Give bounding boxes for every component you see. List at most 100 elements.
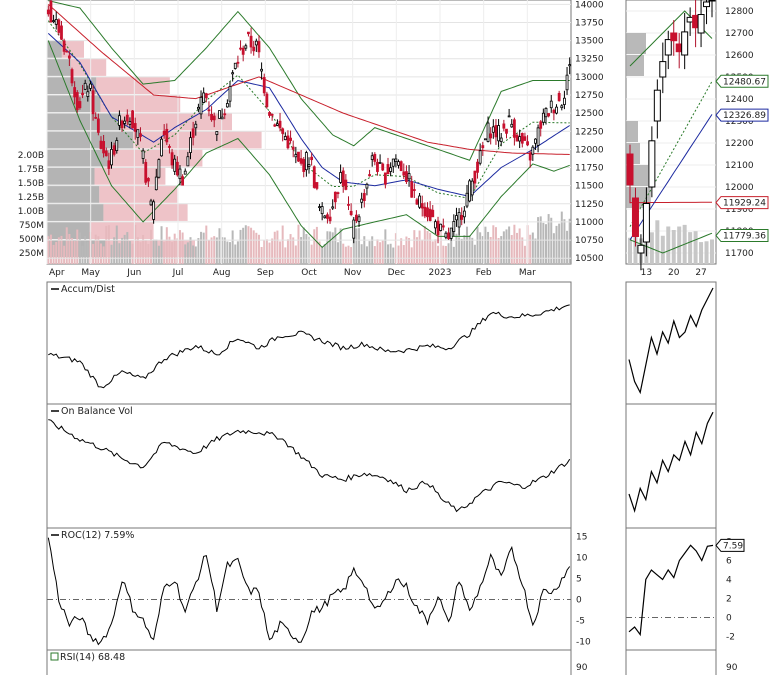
volume-bar xyxy=(105,225,108,264)
candle-body xyxy=(526,141,529,146)
candle-body xyxy=(186,156,190,167)
candle-body xyxy=(247,31,250,35)
candle-body xyxy=(433,221,437,229)
volume-bar xyxy=(78,232,81,264)
candle-body xyxy=(139,133,142,137)
candle-body xyxy=(365,183,369,189)
volume-bar xyxy=(49,234,52,264)
zoom-volume-by-price-bar xyxy=(626,121,638,142)
volume-bar xyxy=(71,238,74,264)
volume-bar xyxy=(94,234,97,264)
price-y-tick-label: 10500 xyxy=(575,254,604,264)
candle-body xyxy=(505,128,508,134)
candle-body xyxy=(555,106,558,114)
volume-bar xyxy=(373,246,376,264)
candle-body xyxy=(460,215,464,220)
volume-bar xyxy=(342,243,345,264)
candle-body xyxy=(62,40,66,52)
volume-bar xyxy=(68,233,71,264)
zoom-y-tick-label: 11700 xyxy=(725,249,754,259)
candle-body xyxy=(65,50,69,53)
zoom-candle-body xyxy=(708,0,716,2)
candle-body xyxy=(162,130,166,136)
zoom-date-tick-label: 27 xyxy=(695,268,706,278)
candle-body xyxy=(194,123,198,129)
candle-body xyxy=(470,180,474,196)
candle-body xyxy=(75,92,79,111)
candle-body xyxy=(323,215,327,219)
accum-dist-legend-label: Accum/Dist xyxy=(61,284,115,295)
candle-body xyxy=(265,93,269,108)
zoom-candle-body xyxy=(659,61,667,78)
volume-bar xyxy=(350,247,353,264)
volume-bar xyxy=(289,234,292,264)
candle-body xyxy=(257,41,261,53)
roc-panel-frame xyxy=(46,527,572,651)
volume-bar xyxy=(344,246,347,264)
candle-body xyxy=(144,161,148,183)
candle-body xyxy=(481,145,485,149)
candle-body xyxy=(547,113,551,117)
zoom-value-tag xyxy=(715,196,769,210)
volume-bar xyxy=(121,237,124,264)
accum-dist-zoom-line xyxy=(628,287,714,395)
zoom-candle-body xyxy=(631,197,639,237)
candle-body xyxy=(278,120,282,129)
candle-body xyxy=(133,123,137,132)
candle-body xyxy=(228,86,232,102)
zoom-value-tag-label: 12326.89 xyxy=(723,111,766,121)
candle-body xyxy=(360,198,364,203)
candle-body xyxy=(294,154,298,158)
candle-body xyxy=(178,168,182,180)
candle-body xyxy=(239,47,242,50)
month-tick-label: Dec xyxy=(388,268,405,278)
roc-y-tick-label: 0 xyxy=(576,596,582,606)
volume-bar xyxy=(52,244,55,264)
volume-bar xyxy=(329,231,332,264)
candle-body xyxy=(486,122,490,142)
volume-bar xyxy=(239,229,242,264)
candle-body xyxy=(436,220,440,236)
candle-body xyxy=(489,133,493,139)
candle-body xyxy=(444,232,448,238)
volume-bar xyxy=(431,241,434,264)
roc-zoom-value-tag xyxy=(715,538,745,552)
candle-body xyxy=(270,113,274,116)
volume-bar xyxy=(260,246,263,264)
volume-bar xyxy=(315,226,318,264)
candle-body xyxy=(563,97,566,105)
candle-body xyxy=(307,164,311,167)
zoom-value-tag-label: 11779.36 xyxy=(723,232,766,242)
volume-bar xyxy=(452,246,455,264)
volume-bar xyxy=(97,236,100,264)
volume-bar xyxy=(415,237,418,264)
volume-bar xyxy=(163,242,166,264)
candle-body xyxy=(160,138,163,157)
accum-dist-zoom-panel-frame xyxy=(625,281,717,405)
candle-body xyxy=(418,195,421,208)
volume-bar xyxy=(271,238,274,264)
candle-body xyxy=(78,101,82,109)
candle-body xyxy=(391,158,395,167)
rsi-panel-frame xyxy=(46,649,572,675)
volume-bar xyxy=(84,236,87,264)
volume-bar xyxy=(207,240,210,264)
volume-bar xyxy=(110,244,113,264)
candle-body xyxy=(146,178,150,182)
volume-bar xyxy=(360,244,363,264)
candle-body xyxy=(197,106,200,110)
month-tick-label: Feb xyxy=(476,268,492,278)
candle-body xyxy=(252,46,256,52)
volume-bar xyxy=(487,231,490,264)
volume-bar xyxy=(302,227,305,264)
zoom-candle-body xyxy=(664,39,672,56)
volume-by-price-down-bar xyxy=(109,149,203,167)
roc-zoom-y-tick-label: -2 xyxy=(726,633,735,643)
zoom-candle-body xyxy=(626,153,634,186)
volume-bar xyxy=(550,217,553,264)
month-tick-label: 2023 xyxy=(429,268,452,278)
volume-bar xyxy=(286,239,289,264)
volume-bar xyxy=(223,237,226,264)
candle-body xyxy=(175,161,179,176)
candle-body xyxy=(181,176,185,186)
